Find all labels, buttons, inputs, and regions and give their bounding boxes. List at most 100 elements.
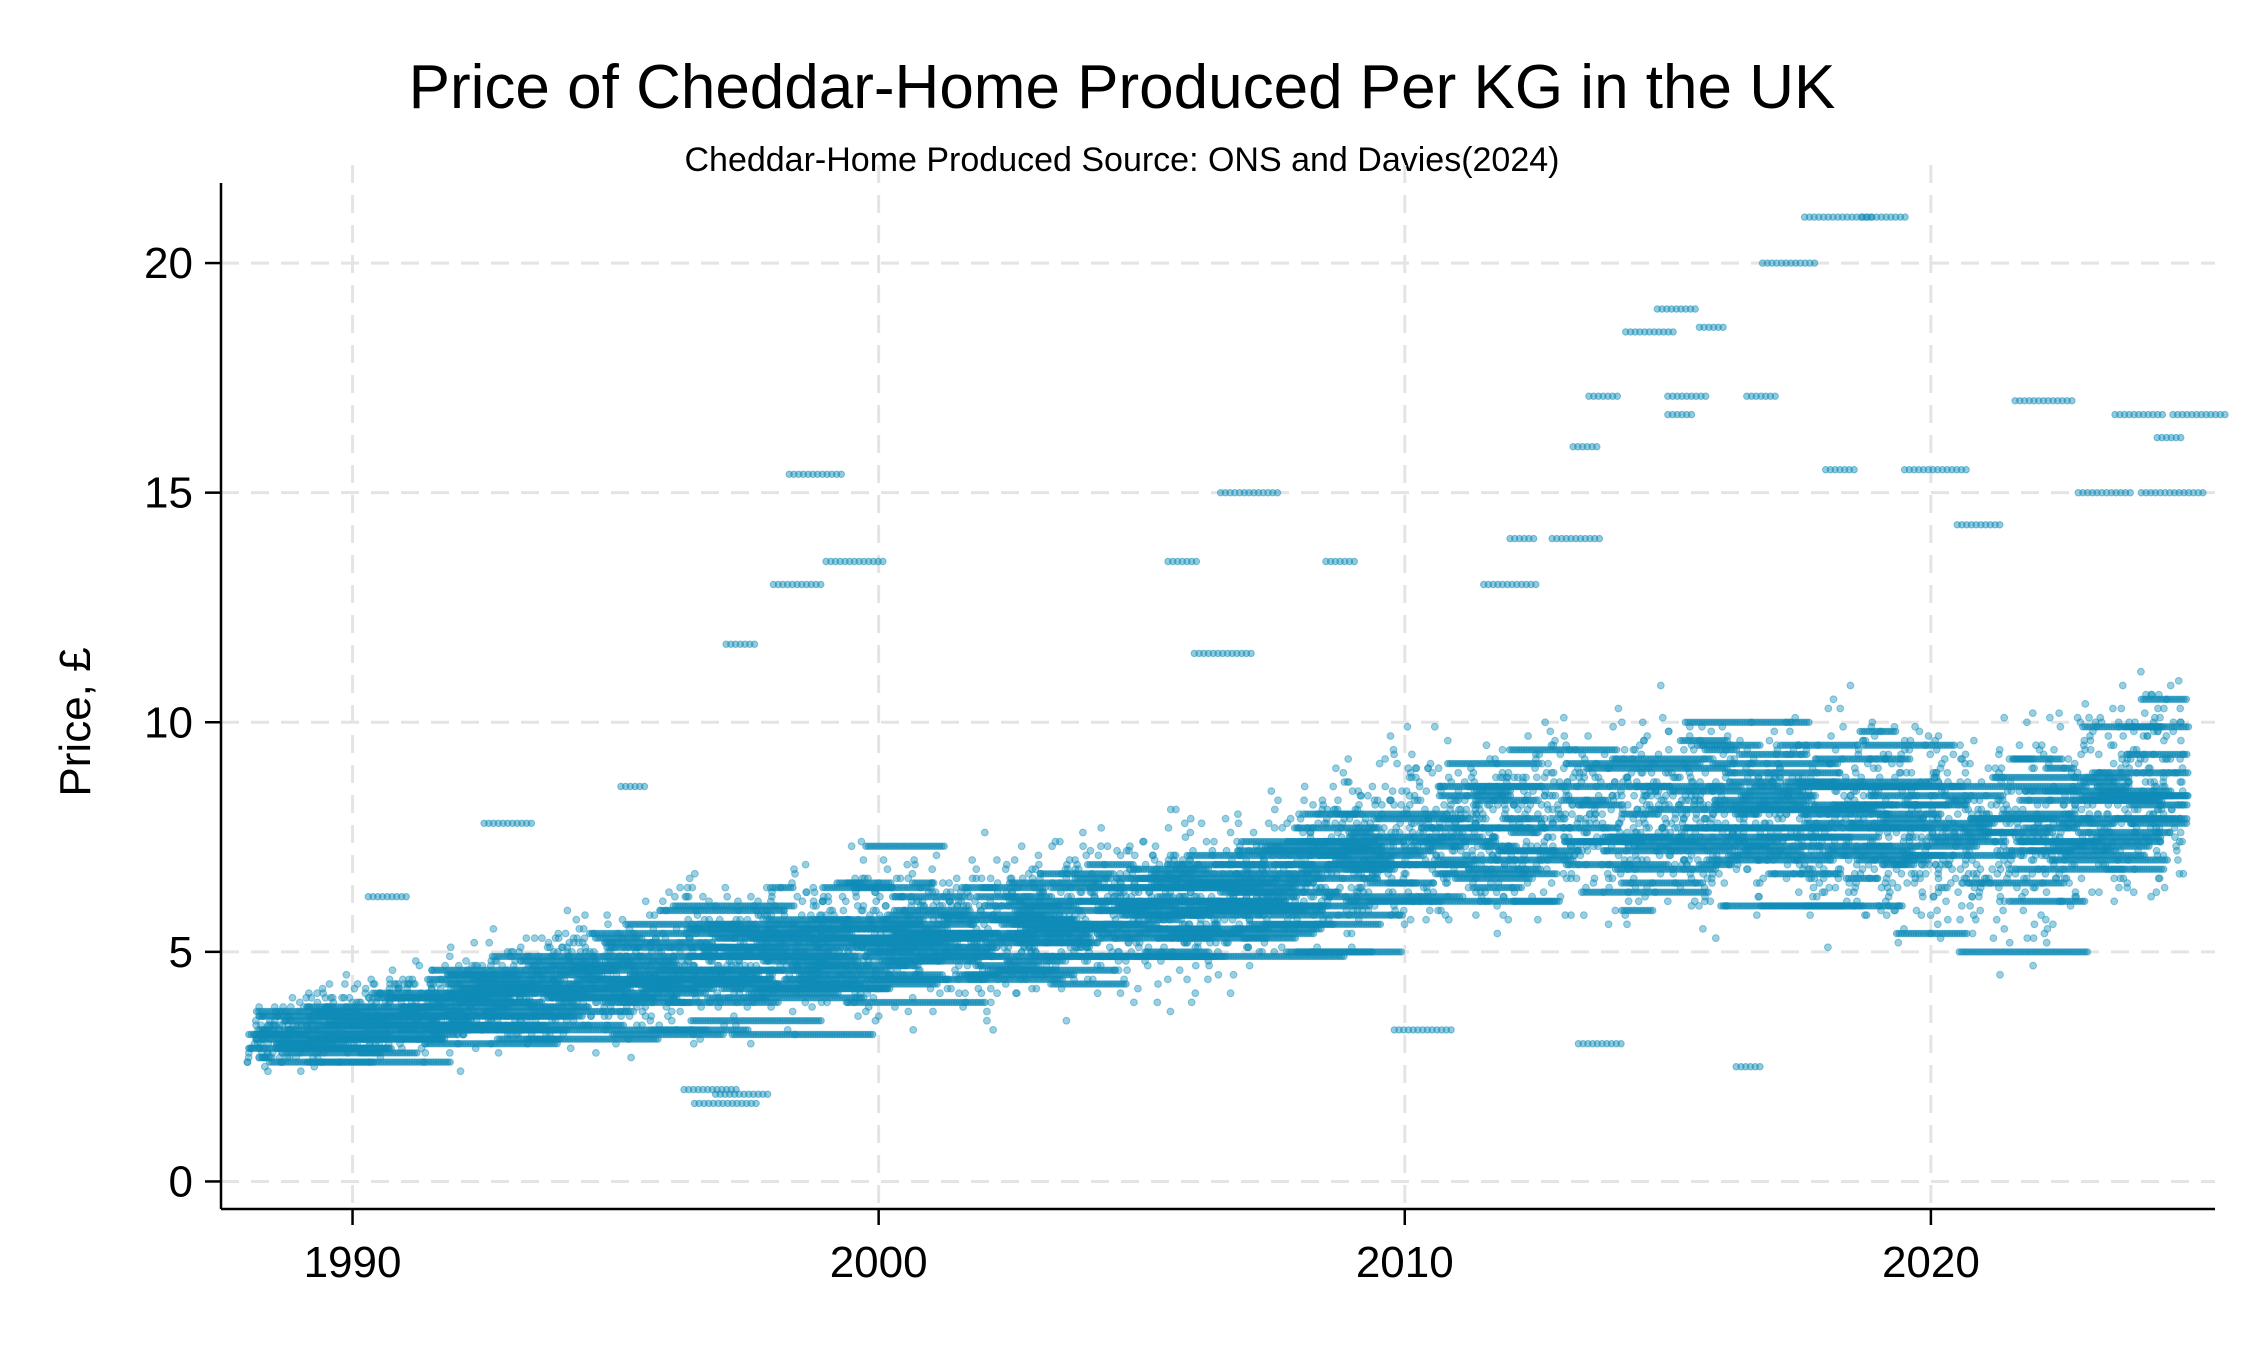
data-point <box>1766 737 1773 744</box>
data-point <box>2016 742 2023 749</box>
data-point <box>689 884 696 891</box>
data-point <box>1672 774 1679 781</box>
data-point <box>1993 802 2000 809</box>
data-point <box>1708 728 1715 735</box>
data-point <box>1500 912 1507 919</box>
data-point <box>690 1040 697 1047</box>
data-point <box>2116 884 2123 891</box>
data-point <box>1057 838 1064 845</box>
data-point <box>1188 999 1195 1006</box>
data-point <box>1072 857 1079 864</box>
data-point <box>1296 811 1303 818</box>
data-point <box>1573 875 1580 882</box>
data-point <box>1962 769 1969 776</box>
data-point <box>677 884 684 891</box>
data-point <box>859 907 866 914</box>
data-point <box>2144 733 2151 740</box>
data-point <box>1310 802 1317 809</box>
data-point <box>2078 875 2085 882</box>
data-point <box>724 893 731 900</box>
data-point <box>1908 769 1915 776</box>
data-point <box>2043 939 2050 946</box>
data-point <box>953 875 960 882</box>
data-point <box>860 857 867 864</box>
data-point <box>1927 912 1934 919</box>
data-point <box>981 829 988 836</box>
data-point <box>651 912 658 919</box>
data-point <box>1301 783 1308 790</box>
data-point <box>1807 912 1814 919</box>
data-point <box>1080 829 1087 836</box>
data-point <box>1971 737 1978 744</box>
data-point <box>1934 921 1941 928</box>
data-point <box>2082 746 2089 753</box>
data-point <box>256 1054 263 1061</box>
data-point <box>1469 847 1476 854</box>
data-point <box>2031 921 2038 928</box>
data-point <box>1957 916 1964 923</box>
data-point <box>1152 843 1159 850</box>
data-point <box>2174 847 2181 854</box>
gridlines <box>221 165 2215 1209</box>
data-point <box>1885 834 1892 841</box>
data-point <box>1215 971 1222 978</box>
data-point <box>1389 788 1396 795</box>
data-point <box>447 944 454 951</box>
data-point <box>495 1050 502 1057</box>
data-point <box>842 898 849 905</box>
data-point <box>994 857 1001 864</box>
data-point <box>1505 769 1512 776</box>
data-point <box>1409 751 1416 758</box>
data-point <box>910 1027 917 1034</box>
data-point <box>2138 668 2145 675</box>
data-point <box>1825 705 1832 712</box>
data-point <box>975 985 982 992</box>
data-point <box>848 843 855 850</box>
data-point <box>1064 861 1071 868</box>
data-point <box>984 1017 991 1024</box>
data-point <box>1417 797 1424 804</box>
data-point <box>1540 889 1547 896</box>
data-point <box>2155 875 2162 882</box>
data-point <box>672 893 679 900</box>
data-point <box>1014 990 1021 997</box>
data-point <box>700 893 707 900</box>
data-point <box>2095 751 2102 758</box>
data-point <box>884 866 891 873</box>
data-point <box>802 861 809 868</box>
data-point <box>1619 719 1626 726</box>
data-point <box>1985 765 1992 772</box>
data-point <box>1080 843 1087 850</box>
data-point <box>2024 719 2031 726</box>
data-point <box>1398 802 1405 809</box>
data-point <box>2179 838 2186 845</box>
data-point <box>1595 774 1602 781</box>
data-point <box>2031 765 2038 772</box>
data-point <box>1997 971 2004 978</box>
data-point <box>1271 825 1278 832</box>
data-point <box>1544 834 1551 841</box>
data-point <box>1636 820 1643 827</box>
data-point <box>2096 889 2103 896</box>
data-point <box>2117 875 2124 882</box>
data-point <box>368 976 375 983</box>
data-point <box>1369 783 1376 790</box>
data-point <box>1657 682 1664 689</box>
data-point <box>665 1013 672 1020</box>
data-point <box>2089 889 2096 896</box>
data-point <box>446 1050 453 1057</box>
data-point <box>2043 889 2050 896</box>
data-point <box>1271 806 1278 813</box>
data-point <box>792 870 799 877</box>
data-point <box>1033 985 1040 992</box>
data-point <box>2124 880 2131 887</box>
data-point <box>2044 926 2051 933</box>
data-point <box>1605 921 1612 928</box>
data-point <box>1187 829 1194 836</box>
data-point <box>1104 843 1111 850</box>
data-point <box>1502 806 1509 813</box>
data-point <box>1250 829 1257 836</box>
data-point <box>1319 797 1326 804</box>
data-point <box>1358 792 1365 799</box>
data-point <box>1898 870 1905 877</box>
